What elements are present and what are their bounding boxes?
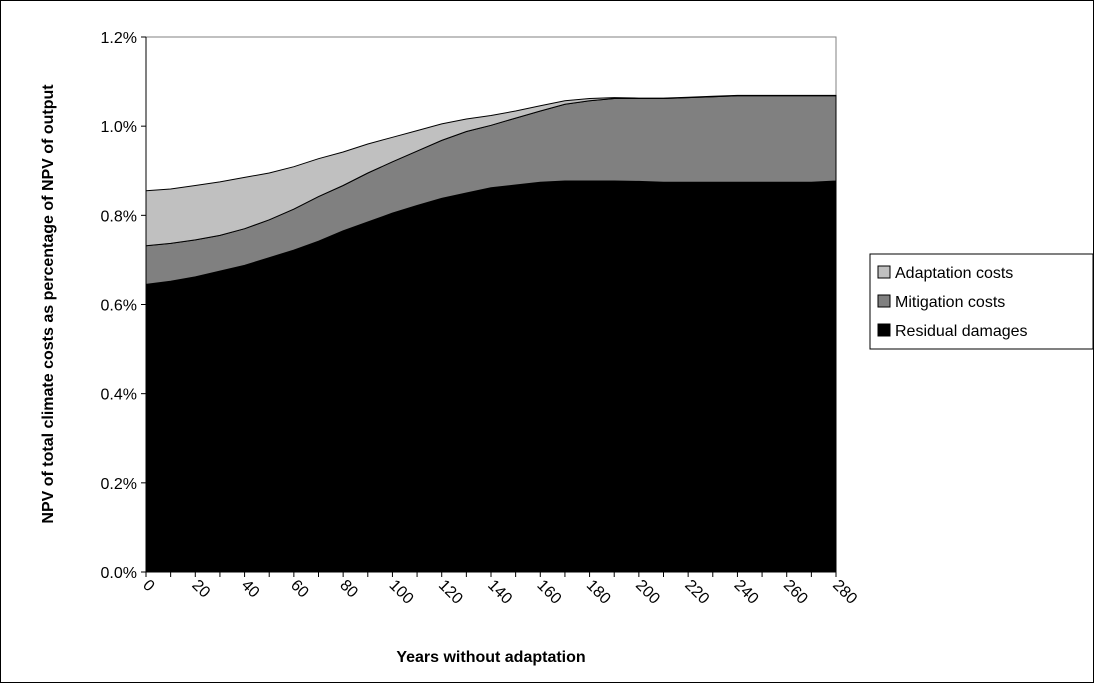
x-tick-label: 0 <box>139 577 157 595</box>
legend-box <box>869 253 1094 350</box>
x-tick-label: 60 <box>287 577 312 602</box>
legend-swatch-residual-damages <box>877 323 891 337</box>
y-tick-label: 1.0% <box>101 119 137 136</box>
x-tick-label: 40 <box>238 577 263 602</box>
y-tick-label: 0.2% <box>101 476 137 493</box>
y-tick-label: 1.2% <box>101 30 137 47</box>
y-tick-label: 0.4% <box>101 387 137 404</box>
y-tick-label: 0.8% <box>101 208 137 225</box>
x-tick-label: 220 <box>681 577 712 608</box>
x-tick-label: 240 <box>731 577 762 608</box>
legend-label-adaptation-costs: Adaptation costs <box>895 265 1013 282</box>
x-tick-label: 280 <box>829 577 860 608</box>
x-tick-label: 80 <box>336 577 361 602</box>
x-tick-label: 20 <box>188 577 213 602</box>
x-tick-label: 120 <box>435 577 466 608</box>
x-axis-title: Years without adaptation <box>396 649 585 666</box>
x-tick-label: 160 <box>533 577 564 608</box>
x-tick-label: 200 <box>632 577 663 608</box>
x-tick-label: 180 <box>583 577 614 608</box>
x-tick-label: 100 <box>386 577 417 608</box>
area-adaptation-costs <box>145 94 837 247</box>
legend-label-mitigation-costs: Mitigation costs <box>895 294 1005 311</box>
y-tick-label: 0.0% <box>101 565 137 582</box>
x-tick-label: 140 <box>484 577 515 608</box>
legend-label-residual-damages: Residual damages <box>895 323 1028 340</box>
legend-swatch-mitigation-costs <box>877 294 891 308</box>
y-tick-label: 0.6% <box>101 298 137 315</box>
x-tick-label: 260 <box>780 577 811 608</box>
y-axis-title: NPV of total climate costs as percentage… <box>40 84 57 524</box>
legend-swatch-adaptation-costs <box>877 265 891 279</box>
